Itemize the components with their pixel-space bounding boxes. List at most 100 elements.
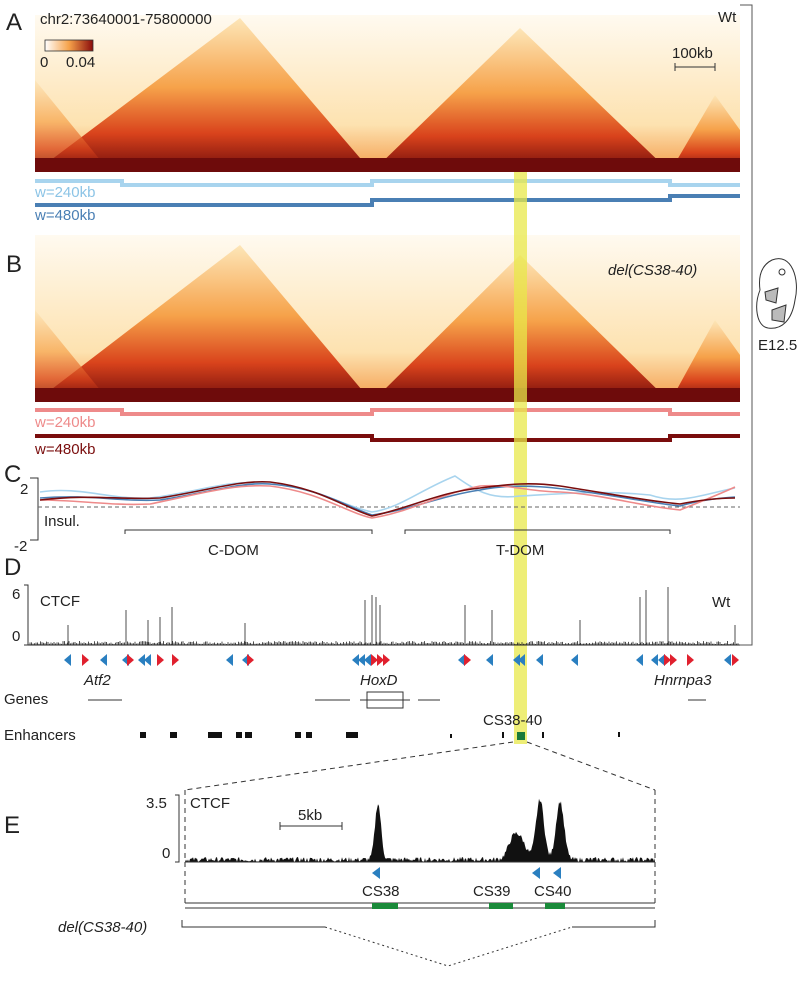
site-label: CS39 — [473, 883, 511, 900]
ctcf-arrow — [536, 654, 543, 666]
ctcf-arrow — [458, 654, 465, 666]
zoom-lines — [184, 741, 656, 905]
scale-bar — [674, 63, 716, 71]
ctcf-arrow — [658, 654, 665, 666]
condition: Wt — [718, 9, 737, 26]
ctcf-arrow — [247, 654, 254, 666]
y-tick-label: 0 — [162, 845, 170, 862]
tad-track — [35, 408, 740, 416]
ctcf-arrow — [518, 654, 525, 666]
track-label: w=240kb — [34, 414, 95, 431]
track-title: CTCF — [40, 593, 80, 610]
embryo-icon — [756, 258, 797, 329]
ctcf-arrow — [358, 654, 365, 666]
ctcf-arrow — [383, 654, 390, 666]
panel-label: B — [6, 251, 22, 278]
track-label: w=480kb — [34, 441, 95, 458]
ctcf-track — [185, 798, 655, 862]
scale-label: 100kb — [672, 45, 713, 62]
domain-label: C-DOM — [208, 542, 259, 559]
ctcf-arrow — [100, 654, 107, 666]
sites-boxes — [372, 903, 565, 909]
ctcf-arrow — [732, 654, 739, 666]
ctcf-arrow — [724, 654, 731, 666]
panel-label: D — [4, 554, 21, 581]
tad-track — [35, 179, 740, 187]
ctcf-arrow — [82, 654, 89, 666]
ctcf-arrow — [172, 654, 179, 666]
site-label: CS40 — [534, 883, 572, 900]
row-label: Genes — [4, 691, 48, 708]
domain-label: T-DOM — [496, 542, 544, 559]
ctcf-arrow — [157, 654, 164, 666]
ctcf-track — [28, 587, 740, 646]
track-label: w=240kb — [34, 184, 95, 201]
ctcf-arrow — [64, 654, 71, 666]
track-title: CTCF — [190, 795, 230, 812]
panel-label: C — [4, 461, 21, 488]
panel-label: E — [4, 812, 20, 839]
ctcf-arrow — [687, 654, 694, 666]
ctcf-arrow — [226, 654, 233, 666]
axis-label: Insul. — [44, 513, 80, 530]
condition: Wt — [712, 594, 731, 611]
tad-track — [35, 194, 740, 207]
ctcf-arrow — [571, 654, 578, 666]
ctcf-arrow — [651, 654, 658, 666]
site-label: CS38 — [362, 883, 400, 900]
signal — [29, 587, 739, 645]
ctcf-arrow — [138, 654, 145, 666]
ctcf-arrow — [664, 654, 671, 666]
scale-bar — [279, 822, 343, 830]
gene-label: Atf2 — [83, 672, 111, 689]
condition: del(CS38-40) — [608, 262, 697, 279]
track-label: w=480kb — [34, 207, 95, 224]
domain-bracket — [124, 529, 671, 534]
y-axis — [24, 584, 29, 646]
ctcf-arrow — [513, 654, 520, 666]
y-axis — [30, 477, 39, 541]
y-tick-label: 6 — [12, 586, 20, 603]
deletion-junction — [324, 926, 573, 967]
ctcf-arrow — [127, 654, 134, 666]
highlight — [514, 172, 527, 744]
region-lines — [185, 902, 655, 909]
genes — [88, 691, 706, 709]
row-label: Enhancers — [4, 727, 76, 744]
panel-label: A — [6, 9, 22, 36]
ctcf-arrow — [636, 654, 643, 666]
highlight-label: CS38-40 — [483, 712, 542, 729]
ctcf-arrow — [670, 654, 677, 666]
ctcf-arrow — [377, 654, 384, 666]
stage: E12.5 — [758, 337, 797, 354]
y-tick-label: -2 — [14, 538, 27, 555]
ctcf-sites — [64, 654, 739, 666]
ctcf-arrow — [486, 654, 493, 666]
y-tick-label: 2 — [20, 481, 28, 498]
colorbar — [44, 39, 94, 52]
insulation-curves — [39, 475, 736, 519]
ctcf-arrow — [364, 654, 371, 666]
colorbar-max: 0.04 — [66, 54, 95, 71]
signal — [185, 798, 655, 862]
ctcf-arrow — [144, 654, 151, 666]
gene-label: Hnrnpa3 — [654, 672, 712, 689]
deletion-track — [181, 920, 656, 928]
ctcf-arrow — [371, 654, 378, 666]
y-axis — [175, 794, 180, 863]
y-tick-label: 3.5 — [146, 795, 167, 812]
y-tick-label: 0 — [12, 628, 20, 645]
heatmap-del — [35, 235, 740, 402]
ctcf-arrow — [464, 654, 471, 666]
region: chr2:73640001-75800000 — [40, 11, 212, 28]
scale-label: 5kb — [298, 807, 322, 824]
tad-track — [35, 434, 740, 442]
ctcf-arrow — [352, 654, 359, 666]
bracket — [740, 4, 753, 646]
deletion-label: del(CS38-40) — [58, 919, 147, 936]
ctcf-sites — [372, 867, 561, 879]
heatmap-wt — [35, 15, 740, 172]
gene-label: HoxD — [360, 672, 398, 689]
enhancers — [140, 732, 620, 740]
